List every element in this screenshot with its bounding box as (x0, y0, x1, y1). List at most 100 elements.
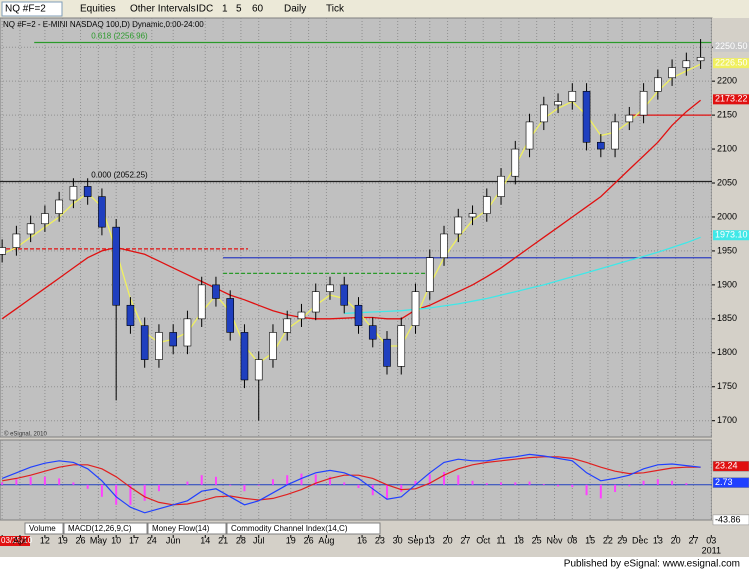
candle-body (654, 77, 662, 92)
histogram-bar (428, 474, 431, 485)
histogram-bar (86, 484, 89, 489)
histogram-bar (157, 484, 160, 492)
tab-label[interactable]: Money Flow(14) (152, 524, 210, 533)
candle-body (340, 284, 349, 306)
x-tick-label: 20 (443, 535, 453, 545)
candle-body (582, 91, 591, 143)
tab[interactable] (24, 522, 64, 535)
tab-label[interactable]: MACD(12,26,9,C) (68, 524, 132, 533)
tab-label[interactable]: Commodity Channel Index(14,C) (231, 524, 348, 533)
x-tick-label: 08 (567, 535, 577, 545)
x-tick-label: Jul (253, 535, 265, 545)
x-tick-label: 29 (617, 535, 627, 545)
x-tick-label: 26 (304, 535, 314, 545)
x-tick-label: 10 (111, 535, 121, 545)
candle-body (497, 175, 505, 197)
candle-body (482, 196, 491, 214)
histogram-bar (15, 479, 18, 485)
candle-body (625, 114, 634, 123)
candle-body (26, 223, 35, 235)
histogram-bar (685, 483, 688, 485)
histogram-bar (357, 484, 360, 488)
histogram-bar (414, 480, 417, 485)
x-tick-label: 28 (236, 535, 246, 545)
toolbar (0, 0, 749, 18)
symbol: NQ #F=2 (5, 4, 46, 15)
x-tick-label: 03 (706, 535, 716, 545)
start-date-bg (0, 536, 30, 546)
histogram-bar (443, 472, 446, 485)
indicator-label-box (712, 477, 749, 488)
tab-label[interactable]: Volume (29, 524, 56, 533)
toolbar-button[interactable]: IDC (196, 4, 213, 15)
tab[interactable] (226, 522, 381, 535)
tab[interactable] (63, 522, 148, 535)
tab[interactable] (147, 522, 227, 535)
candle-body (55, 199, 63, 214)
year-label: 2011 (702, 545, 721, 555)
price-label: 2173.22 (715, 94, 748, 104)
toolbar-button[interactable]: 1 (222, 4, 228, 15)
histogram-bar (471, 480, 474, 485)
macd-pane (0, 439, 713, 521)
histogram-bar (29, 476, 32, 485)
histogram-bar (286, 475, 289, 485)
x-tick-label: Dec (632, 535, 649, 545)
candle-body (0, 247, 6, 255)
candle-body (311, 291, 320, 313)
candle-body (212, 284, 220, 299)
y-tick-label: 2100 (717, 143, 737, 153)
price-label: 1973.10 (715, 230, 748, 240)
x-tick-label: Apr (13, 535, 27, 545)
y-tick-label: 1750 (717, 381, 737, 391)
histogram-bar (186, 481, 189, 485)
price-pane (0, 17, 713, 438)
date-axis (0, 535, 749, 557)
candle-body (183, 318, 192, 347)
toolbar-button[interactable]: Tick (326, 4, 345, 15)
x-tick-label: Aug (318, 535, 334, 545)
x-tick-label: 19 (286, 535, 296, 545)
toolbar-button[interactable]: 60 (252, 4, 264, 15)
histogram-bar (542, 484, 545, 485)
candle-body (554, 101, 562, 106)
toolbar-button[interactable]: Daily (284, 4, 306, 15)
histogram-bar (200, 475, 203, 485)
candle-body (126, 304, 135, 326)
histogram-bar (571, 484, 574, 488)
candle-body (197, 284, 206, 320)
x-tick-label: 23 (375, 535, 385, 545)
annotation: 0.000 (2052.25) (91, 171, 148, 180)
candle-body (568, 91, 577, 102)
candle-body (169, 332, 177, 347)
price-label-box (713, 230, 749, 241)
histogram-bar (72, 482, 75, 485)
histogram-bar (129, 484, 132, 505)
candle-body (226, 298, 235, 333)
indicator-label-box (712, 514, 749, 526)
histogram-bar (300, 473, 303, 485)
y-tick-label: 1800 (717, 347, 737, 357)
candle-body (468, 213, 477, 218)
histogram-bar (1, 482, 4, 485)
histogram-bar (400, 484, 403, 492)
toolbar-button[interactable]: 5 (236, 4, 242, 15)
x-tick-label: 18 (514, 535, 524, 545)
x-tick-label: May (90, 535, 108, 545)
indicator-label: -43.86 (715, 514, 741, 524)
candle-body (155, 332, 163, 360)
histogram-bar (514, 482, 517, 485)
symbol-box[interactable] (1, 1, 63, 17)
toolbar-button[interactable]: Other Intervals (130, 4, 196, 15)
candle-body (597, 141, 605, 150)
price-label-box (713, 41, 749, 52)
toolbar-button[interactable]: Equities (80, 4, 116, 15)
chart-title: NQ #F=2 - E-MINI NASDAQ 100,D) Dynamic,0… (3, 20, 204, 29)
histogram-bar (500, 482, 503, 485)
x-tick-label: 13 (653, 535, 663, 545)
candle-body (668, 67, 676, 79)
x-tick-label: 25 (532, 535, 542, 545)
candle-body (397, 325, 406, 367)
price-label: 2226.50 (715, 58, 748, 68)
candle-body (383, 338, 391, 367)
